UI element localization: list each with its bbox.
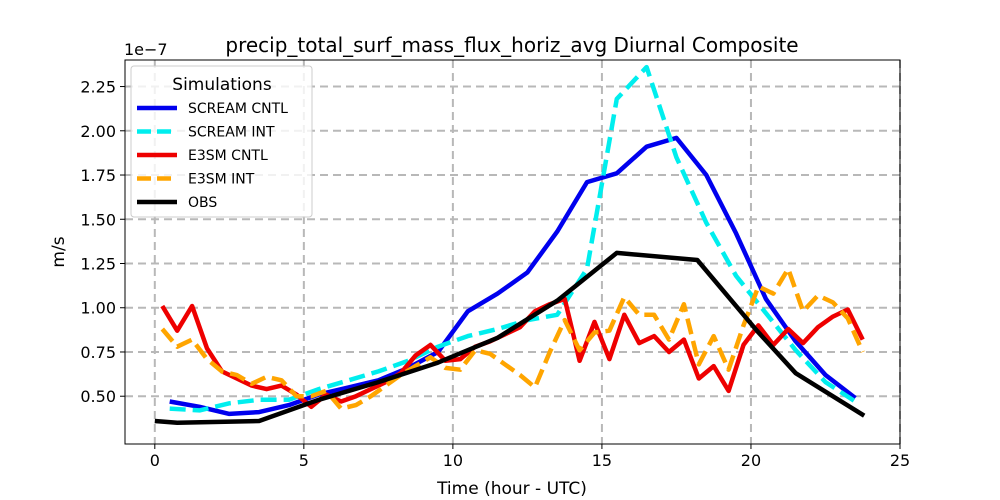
- legend-title: Simulations: [172, 75, 272, 95]
- x-axis-label: Time (hour - UTC): [436, 479, 587, 499]
- y-offset-label: 1e−7: [124, 40, 168, 59]
- legend-box: [130, 65, 313, 218]
- legend: Simulations SCREAM CNTL SCREAM INT E3SM CN…: [130, 65, 313, 218]
- y-tick-label: 0.75: [80, 343, 116, 362]
- y-tick-label: 0.50: [80, 387, 116, 406]
- y-tick-label: 1.75: [80, 166, 116, 185]
- series-line-scream-int: [169, 64, 857, 413]
- plot-frame: [124, 59, 901, 445]
- y-tick-label: 2.00: [80, 122, 116, 141]
- x-tick-label: 10: [443, 451, 463, 470]
- x-tick-label: 0: [150, 451, 160, 470]
- series-line-scream-cntl: [169, 135, 857, 417]
- legend-label-scream-int: SCREAM INT: [188, 125, 275, 141]
- y-axis-label: m/s: [49, 236, 69, 267]
- y-tick-label: 1.00: [80, 299, 116, 318]
- chart-title: precip_total_surf_mass_flux_horiz_avg Di…: [225, 33, 798, 57]
- legend-label-obs: OBS: [188, 195, 217, 211]
- series-layer: [154, 64, 866, 426]
- legend-label-e3sm-cntl: E3SM CNTL: [188, 148, 268, 164]
- ticks: 0 5 10 15 20 25 0.50 0.75 1.00 1.25 1.50 1.75 2.00 2.…: [80, 78, 910, 470]
- y-tick-label: 1.25: [80, 255, 116, 274]
- x-tick-label: 5: [299, 451, 309, 470]
- y-tick-label: 2.25: [80, 78, 116, 97]
- y-tick-label: 1.50: [80, 210, 116, 229]
- legend-label-e3sm-int: E3SM INT: [188, 172, 255, 188]
- x-tick-label: 25: [890, 451, 910, 470]
- x-tick-label: 15: [592, 451, 612, 470]
- x-tick-label: 20: [741, 451, 761, 470]
- legend-label-scream-cntl: SCREAM CNTL: [188, 101, 288, 117]
- series-line-obs: [154, 250, 866, 426]
